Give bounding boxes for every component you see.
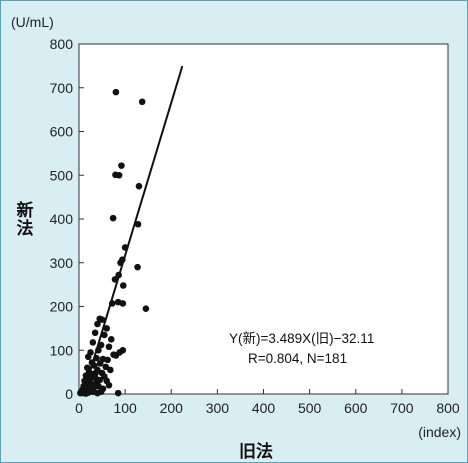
data-point	[77, 389, 84, 397]
data-point	[118, 162, 125, 169]
data-point	[92, 369, 99, 377]
data-point	[109, 214, 117, 222]
data-point	[104, 356, 111, 364]
tick-group: 0 100 200 300 400 500 600 700 800 0 100 200 300 400 50…	[50, 36, 460, 416]
y-tick-label: 500	[50, 167, 74, 183]
y-tick-label: 200	[50, 299, 74, 315]
y-tick-label: 700	[50, 80, 74, 96]
regression-annotation: R=0.804, N=181	[248, 351, 347, 366]
data-point	[110, 351, 117, 358]
y-tick-label: 100	[50, 342, 74, 358]
data-point	[105, 381, 113, 389]
annotation-group: Y(新)=3.489X(旧)−32.11 R=0.804, N=181	[229, 331, 374, 366]
data-point	[99, 385, 107, 393]
x-tick-label: 300	[206, 400, 230, 416]
y-tick-label: 0	[65, 386, 73, 402]
data-point	[96, 360, 104, 367]
regression-annotation: Y(新)=3.489X(旧)−32.11	[229, 331, 374, 346]
regression-line	[82, 65, 184, 395]
y-tick-label: 800	[50, 36, 74, 52]
data-point	[107, 336, 115, 343]
data-point	[138, 98, 146, 106]
data-point	[94, 320, 101, 328]
x-tick-label: 400	[252, 400, 276, 416]
x-tick-label: 500	[298, 400, 322, 416]
x-tick-label: 200	[160, 400, 184, 416]
y-tick-label: 400	[50, 211, 74, 227]
data-point	[91, 329, 99, 337]
x-axis-title: 旧法	[239, 441, 273, 461]
x-tick-label: 700	[390, 400, 414, 416]
regression-group	[82, 65, 184, 395]
data-point	[134, 263, 141, 271]
y-unit-label: (U/mL)	[11, 14, 54, 30]
data-point	[142, 305, 150, 312]
data-point	[119, 300, 127, 307]
data-point	[84, 353, 92, 361]
data-point	[134, 220, 142, 228]
data-point	[98, 316, 106, 323]
x-tick-label: 600	[344, 400, 368, 416]
data-point	[135, 182, 143, 190]
data-point	[101, 331, 108, 339]
y-tick-label: 300	[50, 255, 74, 271]
x-unit-label: (index)	[418, 424, 461, 440]
data-point	[119, 346, 127, 354]
data-point	[107, 366, 114, 374]
x-tick-label: 800	[436, 400, 460, 416]
data-point	[105, 343, 113, 351]
data-point	[114, 389, 122, 397]
x-tick-label: 0	[75, 400, 83, 416]
x-tick-label: 100	[113, 400, 137, 416]
data-point	[89, 339, 97, 346]
y-axis-title: 新法	[14, 200, 34, 237]
data-point	[94, 389, 101, 397]
data-point	[115, 171, 123, 179]
y-tick-label: 600	[50, 124, 74, 140]
data-point	[119, 282, 127, 289]
data-point	[103, 325, 110, 332]
data-point	[112, 88, 120, 96]
